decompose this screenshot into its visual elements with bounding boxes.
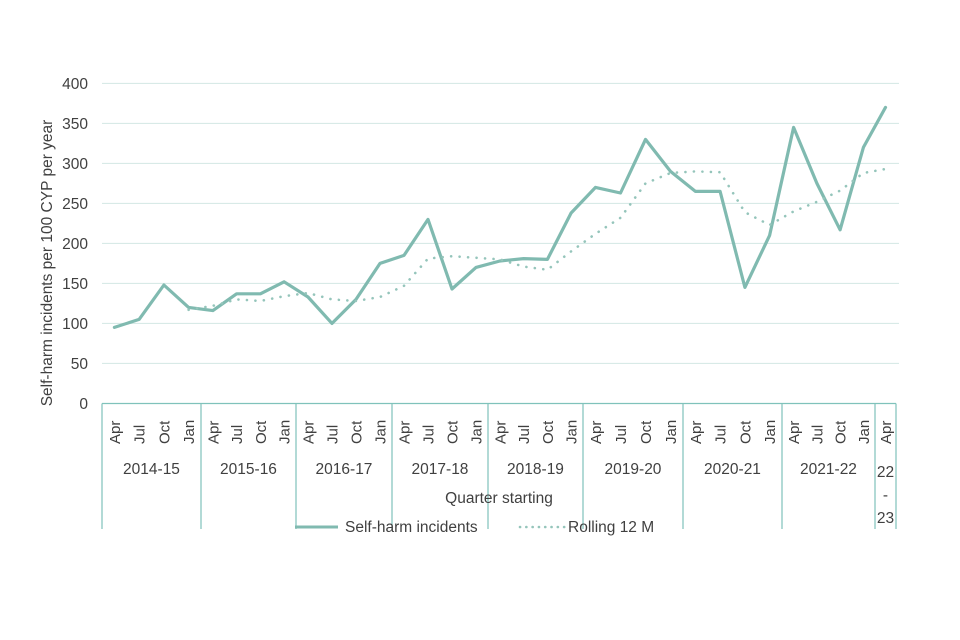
y-tick-label-50: 50	[71, 356, 89, 373]
quarter-label: Jul	[516, 425, 533, 444]
year-label-2020-21: 2020-21	[704, 461, 761, 478]
y-tick-label-300: 300	[62, 156, 88, 173]
y-tick-label-0: 0	[79, 396, 88, 413]
quarter-label: Oct	[445, 420, 462, 444]
quarter-label: Jul	[132, 425, 149, 444]
quarter-label: Jul	[229, 425, 246, 444]
series-line-dotted	[187, 167, 887, 312]
year-label-stacked: 22	[877, 464, 894, 481]
quarter-label: Apr	[205, 421, 222, 444]
quarter-label: Jul	[325, 425, 342, 444]
y-tick-label-100: 100	[62, 316, 88, 333]
series-layer	[112, 105, 888, 329]
quarter-label: Jan	[469, 420, 486, 444]
year-label-stacked: 23	[877, 510, 894, 527]
quarter-label: Jan	[663, 420, 680, 444]
year-label-2016-17: 2016-17	[316, 461, 373, 478]
quarter-label: Oct	[638, 420, 655, 444]
quarter-label: Jan	[373, 420, 390, 444]
quarter-label: Apr	[492, 421, 509, 444]
x-axis-title: Quarter starting	[445, 490, 553, 507]
quarter-label: Jul	[713, 425, 730, 444]
year-label-stacked: -	[883, 487, 888, 504]
quarter-label: Apr	[878, 421, 895, 444]
year-label-2015-16: 2015-16	[220, 461, 277, 478]
quarter-label: Apr	[107, 421, 124, 444]
quarter-label: Oct	[540, 420, 557, 444]
quarter-label: Oct	[349, 420, 366, 444]
y-axis-title: Self-harm incidents per 100 CYP per year	[39, 120, 56, 407]
quarter-label: Apr	[588, 421, 605, 444]
y-tick-label-150: 150	[62, 276, 88, 293]
quarter-label: Oct	[253, 420, 270, 444]
quarter-label: Jul	[421, 425, 438, 444]
y-tick-label-250: 250	[62, 196, 88, 213]
quarter-label: Jan	[564, 420, 581, 444]
axis-layer	[101, 402, 897, 529]
quarter-label: Apr	[688, 421, 705, 444]
y-tick-label-350: 350	[62, 116, 88, 133]
y-tick-label-200: 200	[62, 236, 88, 253]
quarter-label: Oct	[833, 420, 850, 444]
gridlines-layer	[102, 82, 899, 364]
year-label-2019-20: 2019-20	[605, 461, 662, 478]
legend: Self-harm incidents Rolling 12 M	[295, 519, 654, 536]
y-tick-label-400: 400	[62, 76, 88, 93]
quarter-label: Jan	[762, 420, 779, 444]
quarter-label: Oct	[737, 420, 754, 444]
series-line-solid	[112, 105, 888, 329]
year-label-2021-22: 2021-22	[800, 461, 857, 478]
year-label-2014-15: 2014-15	[123, 461, 180, 478]
quarter-label: Jul	[809, 425, 826, 444]
year-label-2017-18: 2017-18	[412, 461, 469, 478]
quarter-label: Oct	[156, 420, 173, 444]
quarter-label: Apr	[786, 421, 803, 444]
quarter-label: Jan	[181, 420, 198, 444]
quarter-label: Apr	[301, 421, 318, 444]
quarter-label: Jan	[277, 420, 294, 444]
quarter-label: Apr	[397, 421, 414, 444]
quarter-label: Jan	[856, 420, 873, 444]
legend-label-self-harm-incidents: Self-harm incidents	[345, 519, 478, 536]
quarter-label: Jul	[613, 425, 630, 444]
legend-label-rolling-12m: Rolling 12 M	[568, 519, 654, 536]
year-label-2018-19: 2018-19	[507, 461, 564, 478]
